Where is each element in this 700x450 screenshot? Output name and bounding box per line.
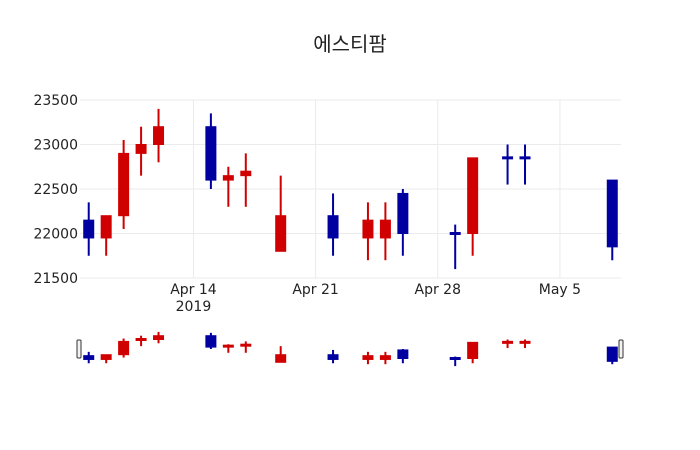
candles <box>83 108 618 270</box>
candle <box>467 157 479 256</box>
x-tick-label: May 5 <box>539 282 581 298</box>
candle <box>449 224 461 270</box>
slider-candle <box>135 335 147 347</box>
y-tick-label: 23500 <box>33 93 78 109</box>
candle <box>397 189 409 256</box>
y-axis: 21500 22000 22500 23000 23500 <box>33 93 78 287</box>
range-slider-left-handle[interactable] <box>76 339 82 359</box>
slider-candle <box>100 354 112 364</box>
range-slider-right-handle[interactable] <box>618 339 624 359</box>
slider-candle <box>118 338 130 358</box>
y-tick-label: 22500 <box>33 182 78 198</box>
candle <box>222 166 234 207</box>
candle <box>379 202 391 261</box>
candle <box>240 153 252 207</box>
candle <box>362 202 374 261</box>
candle <box>205 113 217 189</box>
candle <box>118 140 130 230</box>
slider-candle <box>502 339 514 349</box>
y-tick-label: 22000 <box>33 227 78 243</box>
y-tick-label: 21500 <box>33 271 78 287</box>
gridlines <box>80 99 621 279</box>
slider-candle <box>467 341 479 364</box>
slider-candle <box>240 341 252 353</box>
candle <box>83 202 95 256</box>
candle <box>100 215 112 256</box>
candle <box>327 193 339 256</box>
candle <box>519 144 531 185</box>
x-tick-label: Apr 21 <box>292 282 338 298</box>
slider-candle <box>205 332 217 349</box>
y-tick-label: 23000 <box>33 138 78 154</box>
x-tick-label: Apr 28 <box>415 282 461 298</box>
candle <box>275 175 287 252</box>
x-tick-year-label: 2019 <box>176 299 212 315</box>
slider-candle <box>222 344 234 353</box>
slider-candle <box>379 351 391 365</box>
range-slider[interactable] <box>76 331 624 367</box>
candle <box>153 108 165 163</box>
candle <box>606 179 618 261</box>
slider-candle <box>275 346 287 363</box>
slider-candle <box>83 351 95 364</box>
slider-candle <box>449 356 461 367</box>
slider-candle <box>519 339 531 349</box>
slider-candle <box>606 346 618 365</box>
candle <box>502 144 514 185</box>
chart-title: 에스티팜 <box>313 32 387 56</box>
x-tick-label: Apr 14 <box>170 282 217 298</box>
slider-candle <box>153 331 165 344</box>
slider-candle <box>327 349 339 364</box>
slider-candle <box>397 349 409 364</box>
range-slider-candles <box>83 331 618 367</box>
candle <box>135 126 147 176</box>
slider-candle <box>362 351 374 365</box>
